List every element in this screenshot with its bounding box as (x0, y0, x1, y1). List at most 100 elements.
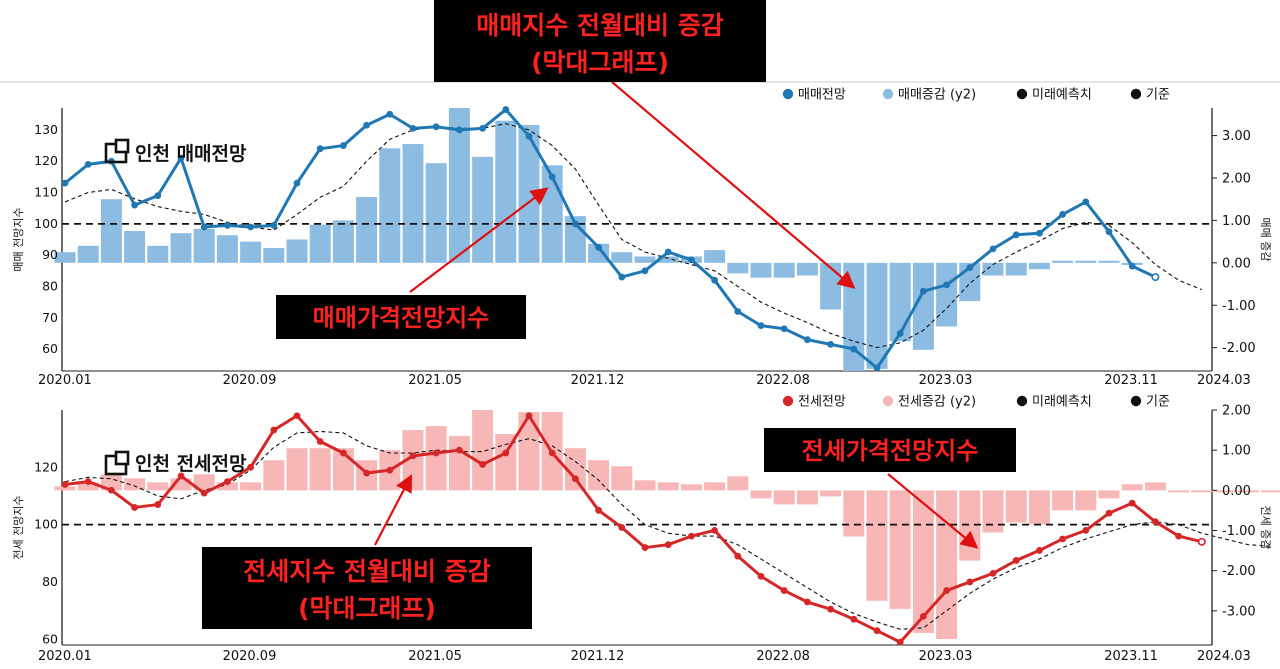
arrow-to-jeonse-line (887, 473, 979, 549)
jeonse-change-bar (216, 482, 238, 491)
sale-x-tick-label: 2024.03 (1197, 373, 1251, 388)
sale-x-tick-label: 2021.05 (408, 373, 462, 388)
sale-index-point (641, 267, 649, 275)
sale-change-bar (170, 233, 192, 263)
sale-index-point (456, 126, 463, 134)
jeonse-x-tick-label: 2022.08 (756, 649, 810, 664)
jeonse-change-bar (588, 460, 610, 491)
sale-index-point (386, 110, 394, 118)
sale-y-tick-label: 130 (34, 122, 58, 137)
sale-y-tick-label: 100 (34, 216, 58, 231)
jeonse-index-point (108, 486, 115, 494)
sale-change-bar (843, 262, 865, 371)
jeonse-index-point (757, 572, 765, 580)
sale-change-bar (124, 231, 146, 263)
jeonse-index-point (293, 412, 301, 420)
jeonse-index-point (131, 504, 139, 511)
jeonse-index-point (1059, 535, 1066, 543)
jeonse-index-point (409, 452, 417, 460)
sale-index-point (200, 223, 208, 231)
jeonse-index-point (850, 615, 858, 623)
sale-change-bar (820, 262, 842, 310)
jeonse-change-bar (704, 482, 726, 491)
jeonse-change-bar (1214, 490, 1236, 493)
sale-legend-label: 매매전망 (798, 88, 846, 103)
jeonse-index-point (270, 426, 278, 434)
sale-x-tick-label: 2021.12 (571, 373, 625, 388)
sale-index-point (873, 364, 881, 372)
jeonse-change-bar (611, 466, 633, 491)
jeonse-y-tick-label: 120 (34, 459, 58, 474)
annotation-top-box: 매매지수 전월대비 증감 (막대그래프) (434, 0, 766, 82)
sale-index-point (989, 245, 997, 253)
sale-index-point (525, 132, 533, 140)
sale-y2-tick-label: 0.00 (1222, 256, 1251, 271)
jeonse-index-point (711, 526, 718, 534)
sale-change-bar (1028, 262, 1050, 270)
jeonse-change-bar (1028, 490, 1050, 525)
sale-index-point (780, 325, 788, 333)
jeonse-index-point (1197, 537, 1206, 546)
jeonse-index-point (177, 472, 185, 480)
jeonse-y-tick-label: 100 (34, 517, 58, 532)
jeonse-index-point (966, 578, 974, 586)
jeonse-change-bar (518, 412, 540, 491)
sale-index-point (154, 192, 162, 200)
sale-change-bar (611, 252, 633, 263)
sale-change-bar (1052, 260, 1074, 263)
sale-y2-axis-label: 매매 증감 (1259, 218, 1272, 262)
jeonse-change-bar (124, 478, 146, 491)
jeonse-change-bar (796, 490, 818, 505)
sale-index-point (757, 322, 765, 330)
annotation-jeonse-change-box: 전세지수 전월대비 증감 (막대그래프) (202, 547, 532, 629)
sale-index-point (316, 145, 324, 153)
sale-index-point (548, 173, 556, 181)
jeonse-index-point (595, 506, 602, 514)
jeonse-index-point (224, 478, 231, 486)
sale-change-bar (982, 262, 1004, 276)
sale-change-bar (263, 247, 285, 263)
jeonse-index-point (84, 478, 92, 486)
jeonse-index-point (1175, 532, 1182, 540)
arrow-to-sale-bars (611, 81, 856, 289)
sale-panel: 60 70 80 90 100 110 120 130 3.00 2.00 1.00 0.00 -1.0… (12, 88, 1272, 389)
sale-legend-marker (1016, 88, 1028, 100)
sale-y-tick-label: 90 (42, 247, 58, 262)
sale-legend-marker (782, 88, 794, 100)
jeonse-index-point (525, 412, 533, 420)
sale-panel-title: 인천 매매전망 (104, 138, 247, 165)
jeonse-index-point (827, 605, 834, 613)
jeonse-index-line (64, 414, 1203, 644)
svg-text:전세가격전망지수: 전세가격전망지수 (802, 437, 979, 465)
sale-index-point (595, 243, 602, 251)
jeonse-y2-tick-label: 2.00 (1222, 404, 1251, 419)
jeonse-x-tick-label: 2024.03 (1197, 649, 1251, 664)
jeonse-change-bar (286, 448, 308, 491)
sale-index-point (270, 222, 278, 229)
sale-change-bar (54, 252, 76, 263)
sale-y-tick-label: 120 (34, 153, 58, 168)
svg-text:매매지수 전월대비 증감: 매매지수 전월대비 증감 (476, 11, 723, 40)
sale-index-point (688, 256, 695, 264)
jeonse-index-point (1036, 547, 1043, 554)
jeonse-index-point (920, 612, 927, 620)
jeonse-y-axis-label: 전세 전망지수 (12, 495, 25, 559)
sale-y-tick-label: 60 (42, 341, 58, 356)
sale-change-bar (100, 199, 122, 263)
sale-index-point (293, 179, 301, 187)
sale-change-bar (1098, 260, 1120, 263)
sale-y2-tick-label: 3.00 (1222, 129, 1251, 144)
sale-change-bar (866, 262, 888, 369)
jeonse-change-bar (1121, 484, 1143, 491)
sale-change-bar (240, 241, 262, 263)
jeonse-index-point (386, 466, 394, 474)
jeonse-change-bar (1144, 482, 1166, 491)
sale-change-bar (147, 245, 169, 263)
sale-change-bar (588, 243, 610, 263)
sale-index-point (1036, 229, 1043, 237)
sale-index-point (224, 222, 231, 229)
jeonse-index-point (200, 489, 208, 497)
sale-index-point (896, 330, 904, 337)
